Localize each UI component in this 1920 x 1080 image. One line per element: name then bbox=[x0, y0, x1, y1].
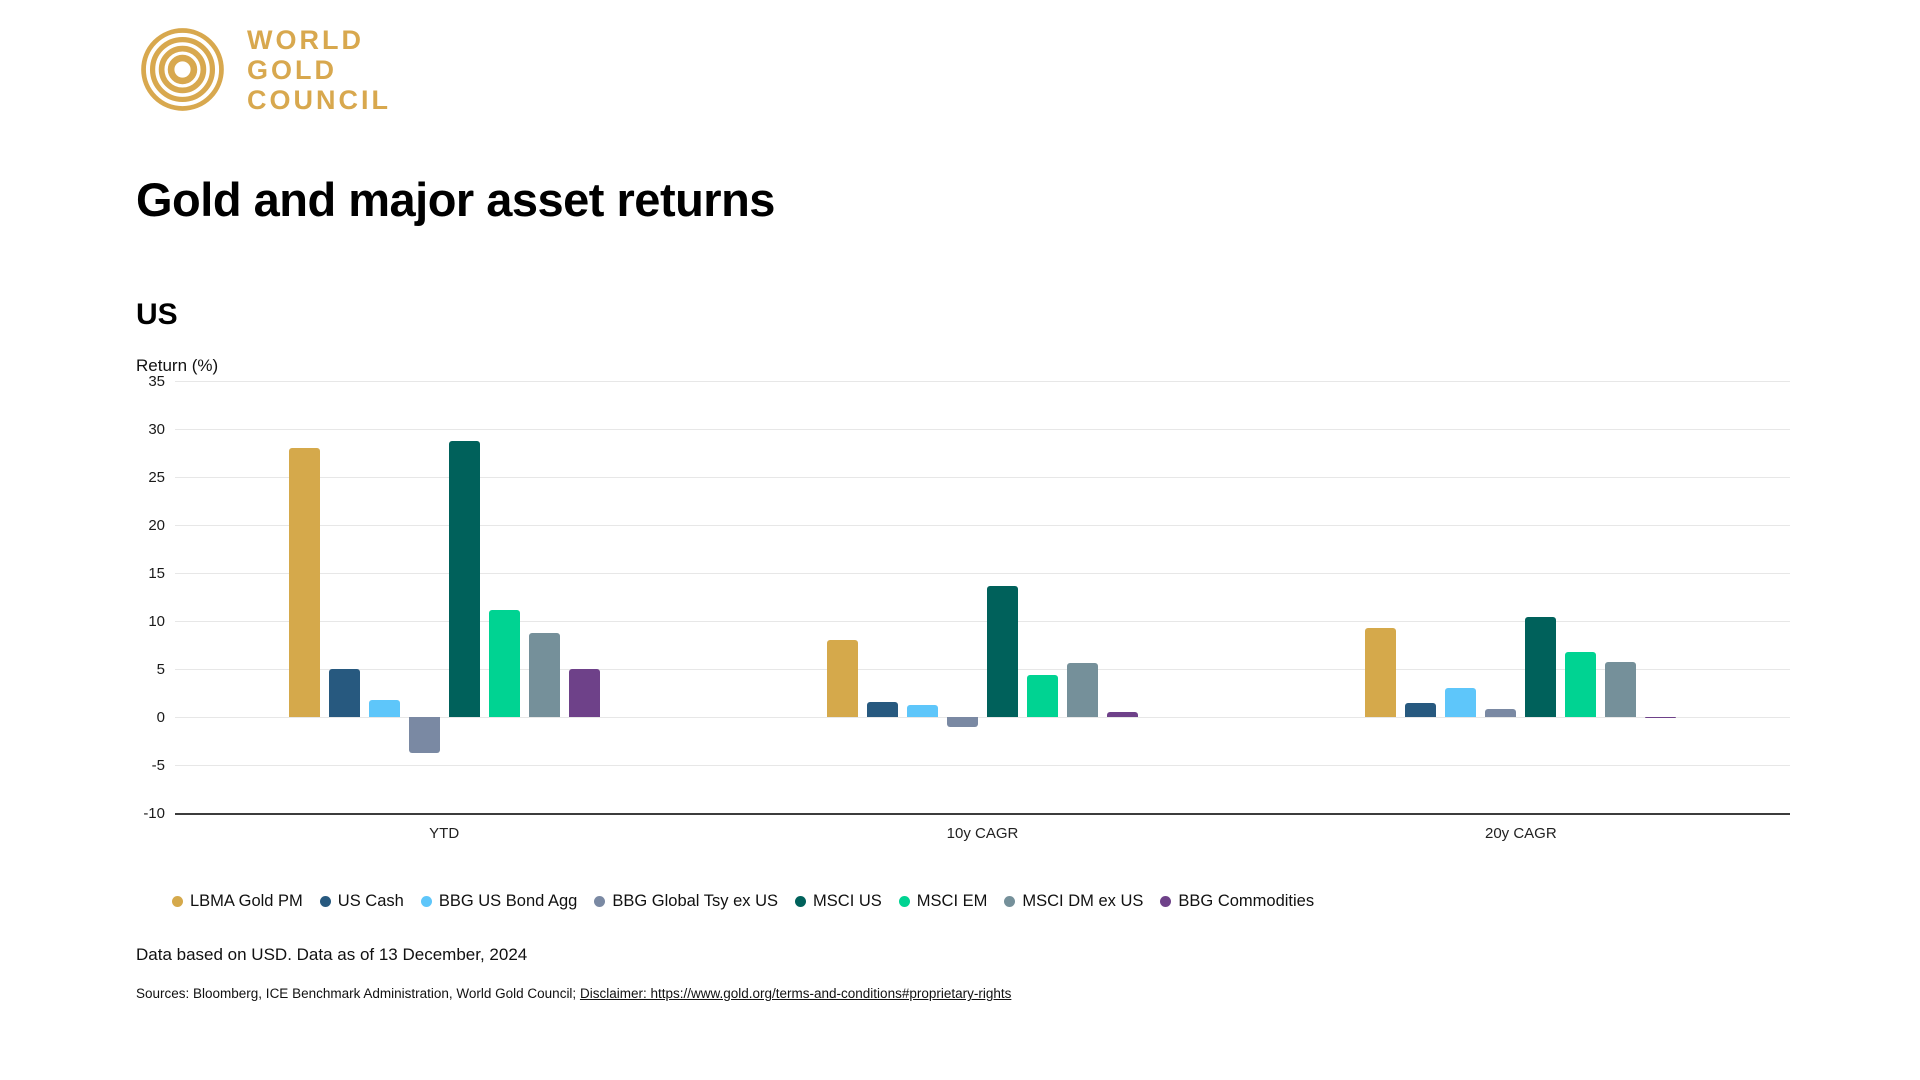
chart-subtitle-region: US bbox=[136, 298, 178, 331]
gridline bbox=[175, 429, 1790, 430]
bar-msci-em bbox=[488, 610, 520, 717]
bar-bbg-commodities bbox=[1645, 717, 1677, 718]
legend-label: MSCI US bbox=[813, 892, 882, 910]
gridline bbox=[175, 621, 1790, 622]
logo-word-2: GOLD bbox=[247, 54, 337, 85]
legend-label: BBG Commodities bbox=[1178, 892, 1315, 910]
bar-bbg-commodities bbox=[1107, 712, 1138, 717]
y-tick-label: -10 bbox=[143, 805, 165, 822]
bar-group-ytd bbox=[288, 381, 600, 813]
legend-label: BBG Global Tsy ex US bbox=[612, 892, 779, 910]
bar-us-cash bbox=[328, 669, 360, 717]
y-tick-label: -5 bbox=[151, 757, 165, 774]
y-axis-title: Return (%) bbox=[136, 356, 219, 375]
bar-bbg-commodities bbox=[568, 669, 600, 717]
bar-us-cash bbox=[1405, 702, 1437, 717]
legend-color-dot bbox=[1160, 896, 1172, 907]
bar-bbg-global-tsy-ex-us bbox=[408, 717, 440, 753]
legend-item-bbg-us-bond-agg: BBG US Bond Agg bbox=[420, 892, 578, 911]
legend-color-dot bbox=[319, 896, 331, 907]
legend-item-lbma-gold-pm: LBMA Gold PM bbox=[172, 892, 303, 911]
sources-line: Sources: Bloomberg, ICE Benchmark Admini… bbox=[136, 986, 1011, 1001]
legend-item-bbg-commodities: BBG Commodities bbox=[1160, 892, 1314, 911]
legend-item-msci-em: MSCI EM bbox=[898, 892, 988, 911]
y-tick-label: 25 bbox=[148, 469, 165, 486]
bar-msci-dm-ex-us bbox=[528, 633, 560, 717]
y-tick-label: 30 bbox=[148, 421, 165, 438]
bar-us-cash bbox=[867, 701, 898, 717]
bar-msci-us bbox=[1525, 617, 1557, 717]
bar-msci-em bbox=[1565, 651, 1597, 717]
bar-msci-us bbox=[448, 440, 480, 717]
gridline bbox=[175, 573, 1790, 574]
x-axis-label: 10y CAGR bbox=[946, 825, 1019, 842]
y-tick-label: 35 bbox=[148, 373, 165, 390]
legend-label: MSCI EM bbox=[916, 892, 988, 910]
bar-lbma-gold-pm bbox=[288, 448, 320, 717]
bar-bbg-global-tsy-ex-us bbox=[947, 717, 978, 727]
x-axis-label: 20y CAGR bbox=[1484, 825, 1557, 842]
wgc-rings-icon bbox=[141, 28, 224, 111]
x-axis-label: YTD bbox=[429, 825, 460, 842]
legend-color-dot bbox=[1004, 896, 1016, 907]
gridline bbox=[175, 717, 1790, 718]
bar-lbma-gold-pm bbox=[827, 640, 858, 717]
gridline bbox=[175, 525, 1790, 526]
bar-bbg-global-tsy-ex-us bbox=[1485, 709, 1517, 717]
legend-color-dot bbox=[898, 896, 910, 907]
wgc-logo: WORLD GOLD COUNCIL bbox=[135, 22, 391, 117]
y-tick-label: 0 bbox=[156, 709, 165, 726]
legend-item-bbg-global-tsy-ex-us: BBG Global Tsy ex US bbox=[594, 892, 778, 911]
legend-item-us-cash: US Cash bbox=[319, 892, 404, 911]
data-note: Data based on USD. Data as of 13 Decembe… bbox=[136, 945, 528, 964]
bar-lbma-gold-pm bbox=[1365, 627, 1397, 717]
page-title: Gold and major asset returns bbox=[136, 173, 775, 226]
bar-bbg-us-bond-agg bbox=[1445, 688, 1477, 717]
gridline bbox=[175, 381, 1790, 382]
y-tick-label: 15 bbox=[148, 565, 165, 582]
legend-label: BBG US Bond Agg bbox=[438, 892, 578, 910]
legend-color-dot bbox=[172, 896, 183, 907]
logo-word-3: COUNCIL bbox=[247, 84, 391, 115]
legend-label: LBMA Gold PM bbox=[190, 892, 303, 910]
legend-color-dot bbox=[795, 896, 807, 907]
bar-msci-us bbox=[987, 586, 1018, 717]
bar-msci-dm-ex-us bbox=[1605, 662, 1637, 717]
sources-text: Sources: Bloomberg, ICE Benchmark Admini… bbox=[136, 986, 580, 1001]
y-tick-label: 5 bbox=[156, 661, 165, 678]
chart-legend: LBMA Gold PM US Cash BBG US Bond Agg BBG Gl… bbox=[172, 892, 1314, 911]
gridline bbox=[175, 765, 1790, 766]
plot-area: 35 30 25 20 15 10 5 0 -5 -10 YTD 10y CAGR 20y CAGR bbox=[143, 373, 1790, 842]
bar-msci-dm-ex-us bbox=[1067, 663, 1098, 717]
bar-msci-em bbox=[1027, 674, 1058, 717]
x-axis-line bbox=[175, 813, 1790, 815]
gridline bbox=[175, 669, 1790, 670]
disclaimer-link[interactable]: Disclaimer: https://www.gold.org/terms-a… bbox=[579, 986, 1012, 1001]
gridline bbox=[175, 477, 1790, 478]
legend-label: MSCI DM ex US bbox=[1022, 892, 1144, 910]
wgc-logo-text: WORLD GOLD COUNCIL bbox=[247, 25, 391, 115]
bar-group-10y-cagr bbox=[827, 381, 1138, 813]
legend-label: US Cash bbox=[337, 892, 404, 910]
y-tick-label: 10 bbox=[148, 613, 165, 630]
legend-color-dot bbox=[594, 896, 606, 907]
bar-bbg-us-bond-agg bbox=[368, 699, 400, 717]
logo-word-1: WORLD bbox=[247, 24, 364, 55]
bar-group-20y-cagr bbox=[1365, 381, 1677, 813]
legend-item-msci-dm-ex-us: MSCI DM ex US bbox=[1004, 892, 1143, 911]
bar-bbg-us-bond-agg bbox=[907, 704, 938, 717]
y-tick-label: 20 bbox=[148, 517, 165, 534]
legend-color-dot bbox=[420, 896, 432, 907]
legend-item-msci-us: MSCI US bbox=[795, 892, 882, 911]
